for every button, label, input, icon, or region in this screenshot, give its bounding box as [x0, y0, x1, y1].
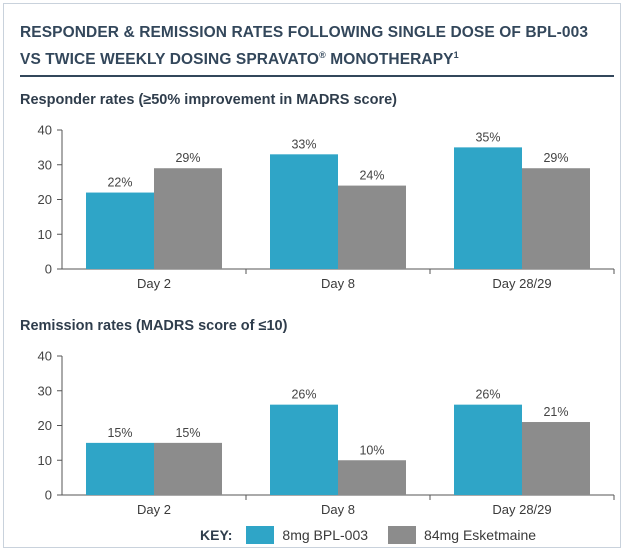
figure-title-tail: MONOTHERAPY [325, 51, 454, 69]
remission-y-tick-label: 20 [38, 418, 52, 433]
responder-category-label: Day 28/29 [492, 276, 551, 291]
responder-bar-esketamine [338, 185, 406, 269]
responder-bar-bpl003 [270, 154, 338, 269]
responder-data-label: 22% [107, 176, 132, 190]
remission-y-tick-label: 40 [38, 349, 52, 364]
figure-title: RESPONDER & REMISSION RATES FOLLOWING SI… [20, 22, 610, 71]
remission-bar-esketamine [154, 442, 222, 495]
responder-category-label: Day 8 [321, 276, 355, 291]
remission-bar-bpl003 [86, 442, 154, 495]
responder-bar-esketamine [154, 168, 222, 269]
remission-category-label: Day 2 [137, 502, 171, 517]
remission-data-label: 10% [359, 443, 384, 457]
remission-data-label: 15% [107, 426, 132, 440]
responder-y-tick-label: 0 [45, 262, 52, 277]
responder-data-label: 29% [175, 151, 200, 165]
legend-label-esketamine: 84mg Esketmaine [424, 527, 537, 543]
remission-bar-esketamine [522, 422, 590, 495]
legend-swatch-bpl003 [246, 526, 275, 544]
remission-category-label: Day 8 [321, 502, 355, 517]
remission-bar-bpl003 [454, 404, 522, 495]
responder-data-label: 29% [543, 151, 568, 165]
responder-y-tick-label: 40 [38, 123, 52, 138]
legend-label-bpl003: 8mg BPL-003 [282, 527, 369, 543]
responder-y-tick-label: 20 [38, 192, 52, 207]
responder-y-tick-label: 30 [38, 157, 52, 172]
responder-data-label: 35% [475, 130, 500, 144]
responder-data-label: 24% [359, 169, 384, 183]
remission-chart-title: Remission rates (MADRS score of ≤10) [20, 318, 288, 334]
responder-data-label: 33% [291, 137, 316, 151]
remission-y-tick-label: 30 [38, 383, 52, 398]
remission-data-label: 15% [175, 426, 200, 440]
responder-category-label: Day 2 [137, 276, 171, 291]
remission-data-label: 21% [543, 405, 568, 419]
registered-mark: ® [319, 50, 326, 60]
remission-category-label: Day 28/29 [492, 502, 551, 517]
remission-bar-bpl003 [270, 404, 338, 495]
remission-data-label: 26% [475, 388, 500, 402]
responder-y-tick-label: 10 [38, 227, 52, 242]
responder-chart-title: Responder rates (≥50% improvement in MAD… [20, 92, 397, 108]
footnote-reference: 1 [453, 50, 459, 60]
responder-bar-bpl003 [86, 192, 154, 269]
remission-y-tick-label: 10 [38, 453, 52, 468]
remission-y-tick-label: 0 [45, 488, 52, 503]
responder-bar-esketamine [522, 168, 590, 269]
legend: KEY: 8mg BPL-003 84mg Esketmaine [200, 524, 556, 546]
legend-item-esketamine: 84mg Esketmaine [388, 526, 536, 544]
legend-key-label: KEY: [200, 527, 233, 543]
title-divider [20, 75, 614, 77]
responder-bar-bpl003 [454, 147, 522, 269]
remission-data-label: 26% [291, 388, 316, 402]
figure-title-text: RESPONDER & REMISSION RATES FOLLOWING SI… [20, 24, 589, 69]
legend-swatch-esketamine [388, 526, 417, 544]
legend-item-bpl003: 8mg BPL-003 [246, 526, 368, 544]
remission-bar-esketamine [338, 460, 406, 495]
